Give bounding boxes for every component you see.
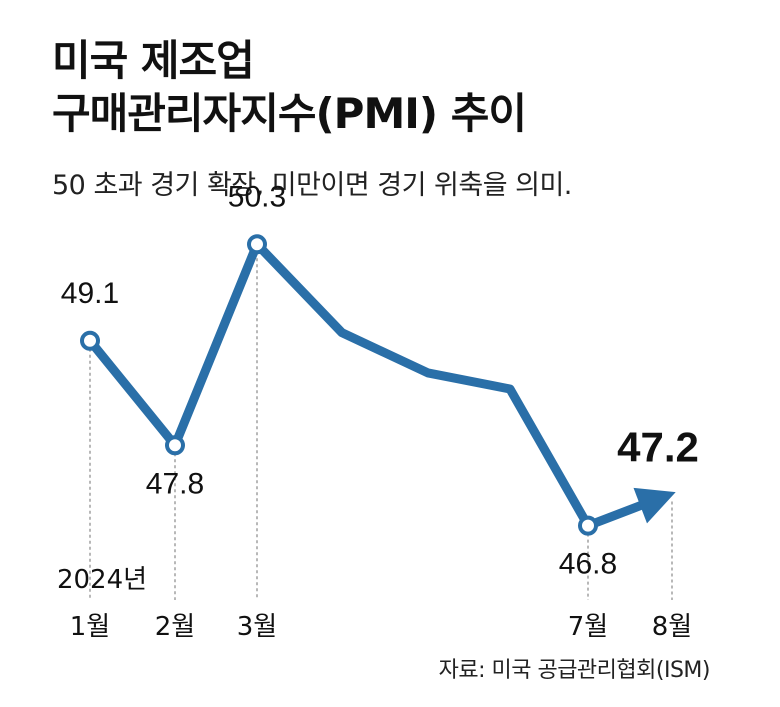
year-label: 2024년 [57, 565, 147, 595]
tick-label-8: 8월 [652, 612, 692, 642]
data-point-2 [165, 435, 185, 456]
chart-title-line2: 구매관리자지수(PMI) 추이 [52, 89, 527, 138]
data-label-2: 47.8 [146, 467, 204, 500]
data-point-1 [80, 330, 100, 351]
data-label-8: 47.2 [617, 424, 699, 471]
tick-label-1: 1월 [70, 612, 110, 642]
tick-label-2: 2월 [155, 612, 195, 642]
series-arrowhead [633, 487, 676, 524]
data-point-7 [578, 515, 598, 536]
chart-subtitle: 50 초과 경기 확장, 미만이면 경기 위축을 의미. [52, 170, 572, 201]
data-label-7: 46.8 [559, 548, 617, 581]
chart-title-line1: 미국 제조업 [52, 36, 255, 85]
data-point-3 [247, 234, 267, 255]
data-label-1: 49.1 [61, 277, 119, 310]
source-note: 자료: 미국 공급관리협회(ISM) [438, 658, 711, 683]
tick-label-7: 7월 [568, 612, 608, 642]
series-line [85, 239, 645, 531]
tick-label-3: 3월 [237, 612, 277, 642]
data-label-3: 50.3 [228, 180, 286, 213]
